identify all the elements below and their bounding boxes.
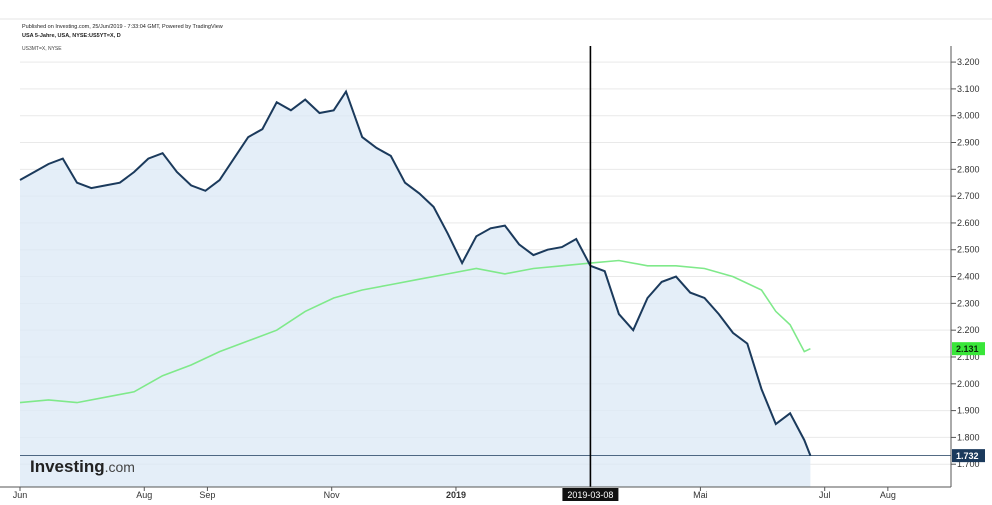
y-tick-label: 2.600 (957, 218, 980, 228)
y-tick-label: 2.500 (957, 245, 980, 255)
x-tick-label: Sep (199, 490, 215, 500)
y-axis: 3.200 3.100 3.000 2.900 2.800 2.700 2.600 2.500… (951, 57, 980, 469)
y-tick-label: 2.800 (957, 164, 980, 174)
y-tick-label: 3.200 (957, 57, 980, 67)
crosshair-date-box (562, 488, 619, 501)
x-tick-label: Nov (324, 490, 341, 500)
logo-brand: Investing (30, 457, 105, 476)
main-series-area (20, 91, 811, 487)
crosshair-date-label: 2019-03-08 (567, 490, 613, 500)
x-axis: Jun Aug Sep Nov 2019 Mai Jul Aug (13, 487, 896, 500)
y-tick-label: 1.700 (957, 459, 980, 469)
compare-last-value-label: 2.131 (956, 344, 979, 354)
main-series-line (19, 89, 812, 456)
y-tick-label: 2.900 (957, 138, 980, 148)
logo-suffix: .com (105, 459, 135, 475)
y-tick-label: 2.300 (957, 298, 980, 308)
y-tick-label: 3.100 (957, 84, 980, 94)
y-tick-label: 2.000 (957, 379, 980, 389)
x-tick-label: Mai (693, 490, 708, 500)
compare-symbol-label: US3MT=X, NYSE (22, 46, 62, 52)
x-tick-label: 2019 (446, 490, 466, 500)
crosshair-date-tag: 2019-03-08 (562, 488, 619, 501)
x-tick-label: Jul (819, 490, 831, 500)
published-note: Published on Investing.com, 25/Jun/2019 … (22, 24, 223, 30)
y-tick-label: 1.900 (957, 406, 980, 416)
x-tick-label: Aug (136, 490, 152, 500)
x-tick-label: Aug (880, 490, 896, 500)
y-tick-label: 3.000 (957, 111, 980, 121)
last-value-tags: 2.131 1.732 (952, 342, 985, 463)
compare-series-line (19, 259, 811, 404)
y-tick-label: 2.700 (957, 191, 980, 201)
compare-last-value-box (952, 342, 985, 356)
x-tick-label: Jun (13, 490, 28, 500)
y-tick-label: 2.400 (957, 272, 980, 282)
y-tick-label: 1.800 (957, 432, 980, 442)
y-tick-label: 2.200 (957, 325, 980, 335)
instrument-title: USA 5-Jahre, USA, NYSE:US5YT=X, D (22, 33, 121, 39)
svg-text:Investing.com: Investing.com (30, 457, 135, 476)
main-last-value-box (952, 449, 985, 463)
investing-logo: Investing.com (30, 457, 135, 476)
y-tick-label: 2.100 (957, 352, 980, 362)
main-last-value-label: 1.732 (956, 451, 979, 461)
